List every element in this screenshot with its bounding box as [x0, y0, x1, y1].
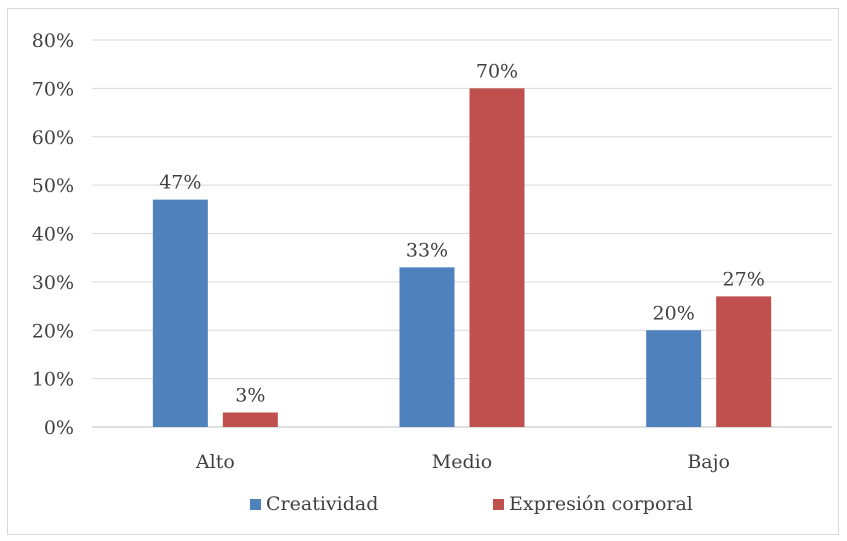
- data-label: 20%: [653, 302, 695, 324]
- y-tick-label: 20%: [32, 320, 74, 342]
- data-label: 3%: [235, 384, 265, 406]
- y-tick-label: 50%: [32, 175, 74, 197]
- y-tick-label: 30%: [32, 272, 74, 294]
- gridlines: [92, 39, 832, 428]
- bar: [469, 88, 525, 427]
- data-label: 33%: [406, 239, 448, 261]
- legend-swatch: [493, 499, 504, 510]
- data-label: 47%: [159, 172, 201, 194]
- bar: [152, 199, 208, 427]
- y-tick-label: 10%: [32, 369, 74, 391]
- x-tick-label: Bajo: [687, 451, 730, 473]
- y-axis: 0% 10% 20% 30% 40% 50% 60% 70% 80%: [32, 30, 74, 439]
- legend-label: Creatividad: [266, 493, 378, 515]
- x-axis: Alto Medio Bajo: [195, 451, 730, 473]
- x-tick-label: Alto: [195, 451, 235, 473]
- y-tick-label: 40%: [32, 224, 74, 246]
- y-tick-label: 70%: [32, 78, 74, 100]
- bars: 47% 3% 33% 70% 20% 27%: [152, 60, 772, 427]
- bar: [399, 267, 455, 427]
- x-tick-label: Medio: [432, 451, 492, 473]
- y-tick-label: 60%: [32, 127, 74, 149]
- y-tick-label: 80%: [32, 30, 74, 52]
- data-label: 70%: [476, 60, 518, 82]
- bar: [716, 296, 772, 427]
- bar: [646, 330, 702, 427]
- bar: [222, 412, 278, 427]
- legend: Creatividad Expresión corporal: [250, 493, 693, 515]
- y-tick-label: 0%: [44, 417, 74, 439]
- legend-swatch: [250, 499, 261, 510]
- data-label: 27%: [723, 268, 765, 290]
- legend-label: Expresión corporal: [509, 493, 693, 515]
